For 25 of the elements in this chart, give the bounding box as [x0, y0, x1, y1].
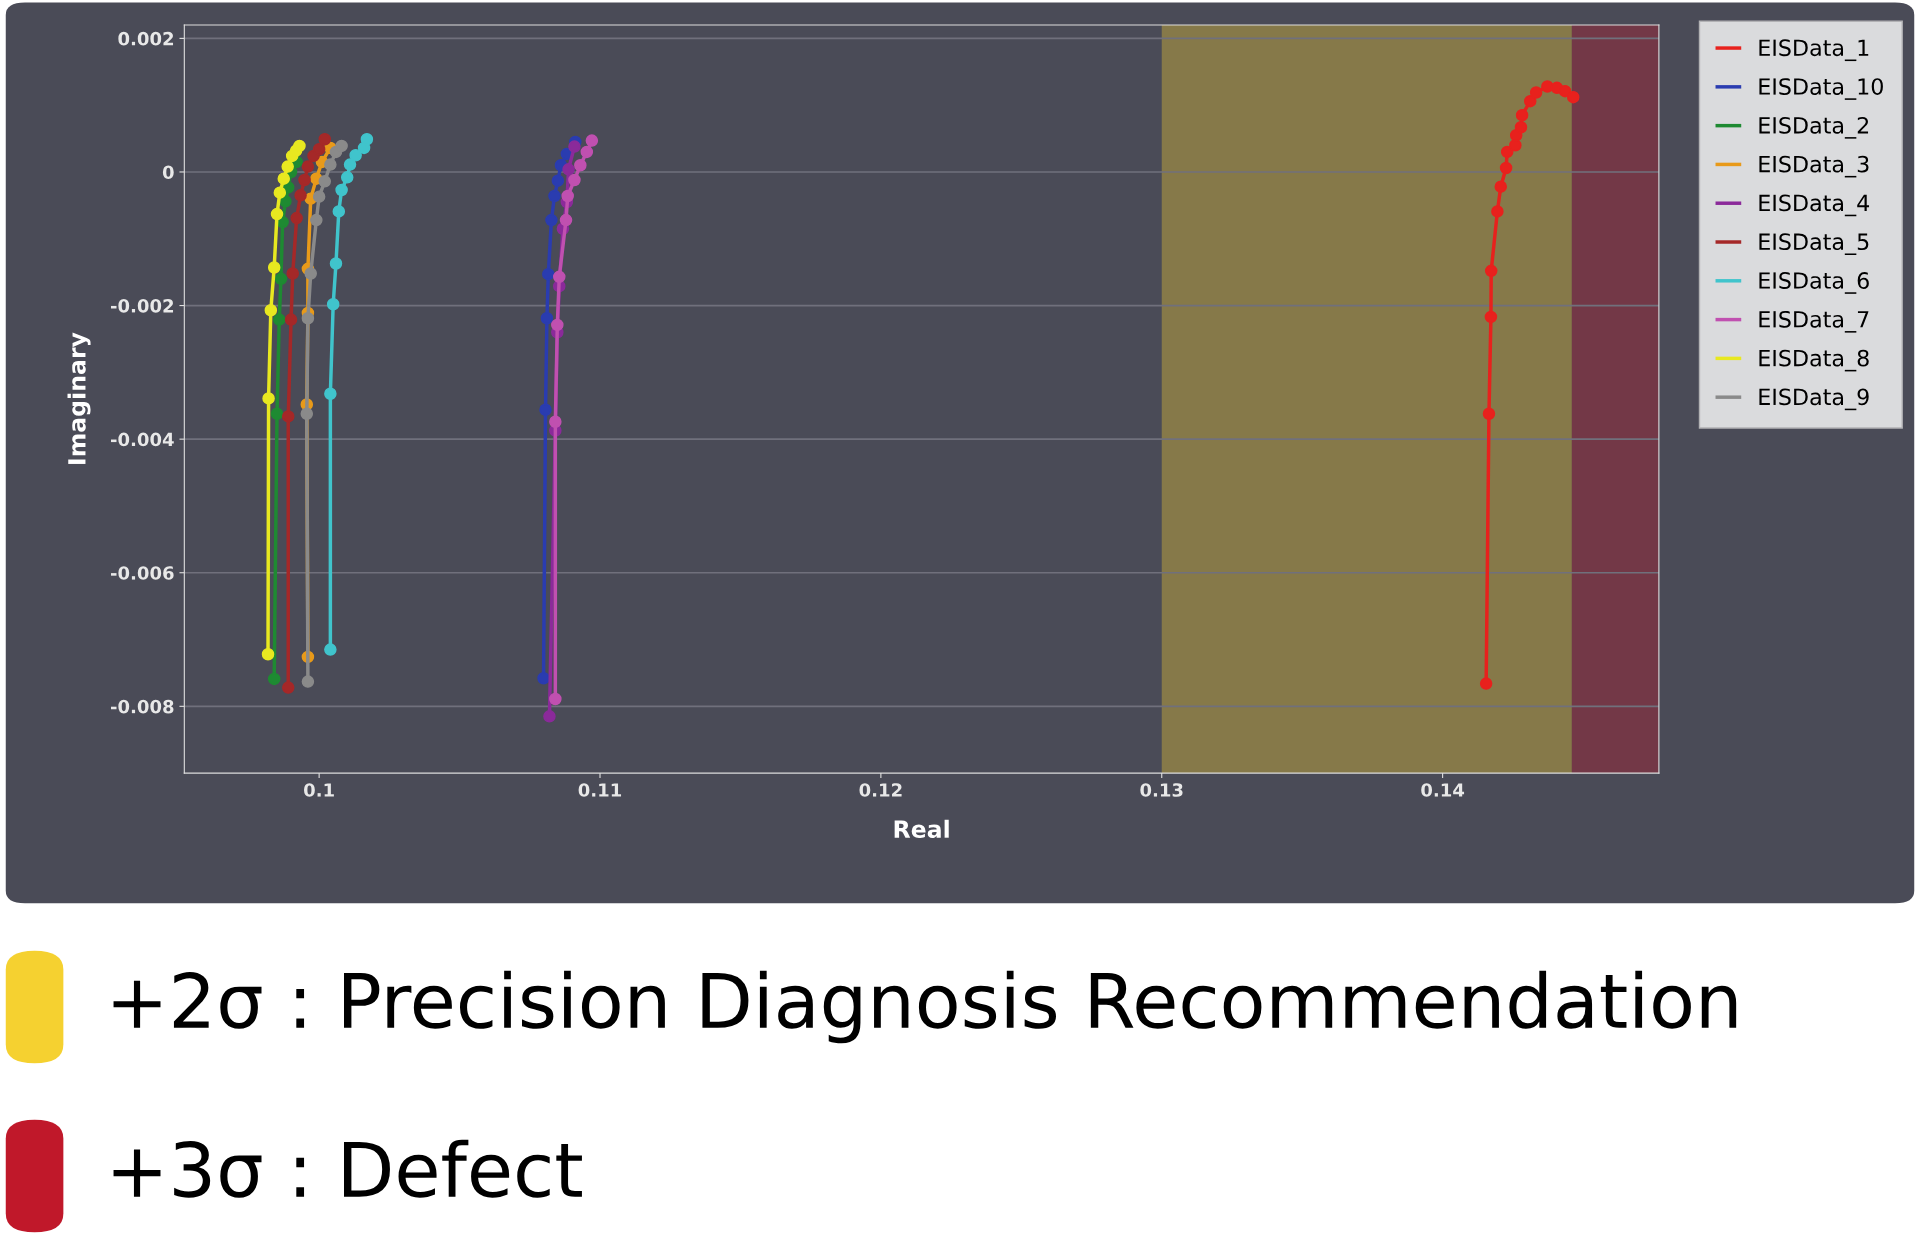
- y-tick-label: -0.002: [110, 299, 174, 313]
- legend-label: EISData_10: [1759, 78, 1883, 100]
- x-tick-label: 0.12: [859, 783, 902, 797]
- y-tick-label: 0.002: [118, 31, 174, 46]
- x-tick-label: 0.13: [1140, 783, 1183, 797]
- legend-label: EISData_7: [1759, 310, 1869, 333]
- x-tick-label: 0.14: [1421, 783, 1465, 797]
- y-tick-label: -0.006: [110, 566, 174, 580]
- legend-label: EISData_3: [1759, 155, 1869, 178]
- legend-label: EISData_5: [1759, 233, 1869, 256]
- legend-label: EISData_4: [1759, 194, 1870, 217]
- legend-label: +2σ : Precision Diagnosis Recommendation: [113, 970, 1737, 1044]
- y-tick-label: 0: [162, 165, 174, 180]
- legend-label: EISData_1: [1759, 39, 1869, 62]
- y-tick-label: -0.004: [110, 432, 174, 447]
- y-tick-label: -0.008: [110, 699, 174, 714]
- x-tick-label: 0.1: [304, 783, 334, 797]
- x-tick-label: 0.11: [578, 783, 622, 797]
- legend-label: EISData_8: [1759, 349, 1869, 372]
- legend-label: EISData_6: [1759, 272, 1869, 294]
- legend-label: EISData_2: [1759, 116, 1869, 139]
- x-axis-title: Real: [894, 819, 949, 839]
- y-axis-title: Imaginary: [67, 332, 91, 464]
- legend-label: EISData_9: [1759, 388, 1869, 411]
- legend-label: +3σ : Defect: [113, 1139, 582, 1198]
